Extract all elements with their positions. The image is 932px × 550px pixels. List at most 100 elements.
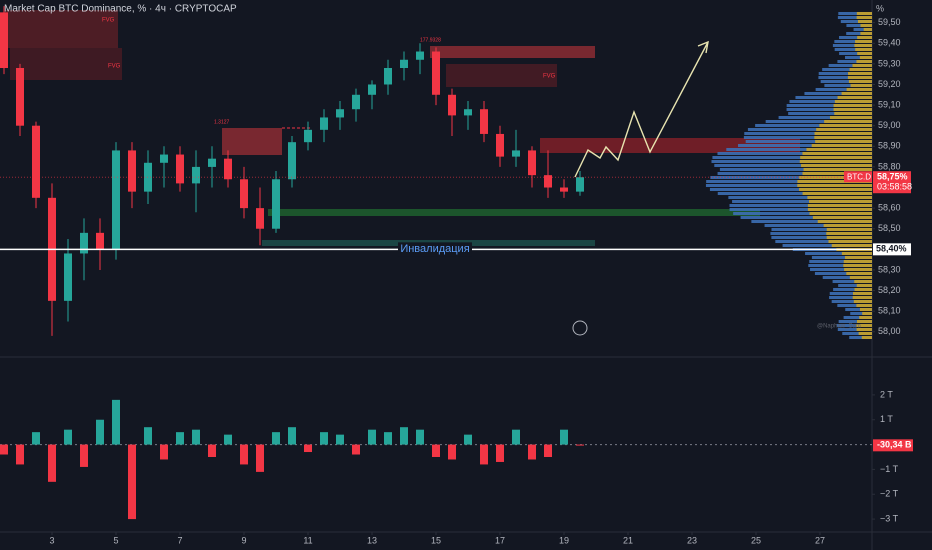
candle-body bbox=[432, 51, 440, 95]
profile-bar bbox=[789, 100, 872, 103]
profile-bar-inner bbox=[816, 128, 872, 131]
profile-bar-inner bbox=[856, 328, 872, 331]
profile-bar bbox=[838, 284, 872, 287]
profile-bar bbox=[706, 180, 872, 183]
profile-bar-inner bbox=[863, 28, 872, 31]
profile-bar bbox=[840, 20, 872, 23]
bar bbox=[240, 444, 248, 465]
profile-bar bbox=[740, 216, 872, 219]
axis-unit: % bbox=[876, 3, 884, 13]
y-tick-label: 59,50 bbox=[878, 17, 901, 27]
profile-bar-inner bbox=[828, 240, 872, 243]
projection-path bbox=[574, 41, 709, 178]
profile-bar-inner bbox=[833, 104, 872, 107]
zone bbox=[222, 128, 282, 155]
profile-bar bbox=[804, 92, 872, 95]
profile-bar-inner bbox=[860, 32, 872, 35]
profile-bar bbox=[717, 192, 872, 195]
candle-body bbox=[160, 154, 168, 163]
candle-body bbox=[528, 150, 536, 176]
profile-bar bbox=[820, 80, 872, 83]
profile-bar-inner bbox=[844, 256, 872, 259]
profile-bar bbox=[712, 156, 872, 159]
annotation: FVG bbox=[102, 18, 115, 24]
bar bbox=[400, 427, 408, 445]
profile-bar bbox=[834, 40, 872, 43]
profile-bar-inner bbox=[802, 192, 872, 195]
profile-bar-inner bbox=[797, 180, 872, 183]
profile-bar-inner bbox=[859, 316, 872, 319]
profile-bar-inner bbox=[852, 64, 872, 67]
replay-icon[interactable] bbox=[572, 320, 588, 336]
candle-body bbox=[448, 94, 456, 116]
profile-bar-inner bbox=[809, 200, 872, 203]
candle-body bbox=[112, 150, 120, 250]
profile-bar-inner bbox=[806, 148, 872, 151]
profile-bar-inner bbox=[857, 52, 872, 55]
profile-bar bbox=[771, 228, 872, 231]
last-value-label: -30,34 B bbox=[877, 440, 912, 450]
projection-arrow bbox=[697, 40, 709, 54]
profile-bar bbox=[832, 44, 872, 47]
bar bbox=[384, 432, 392, 445]
profile-bar-inner bbox=[834, 100, 872, 103]
candle-body bbox=[384, 68, 392, 85]
bar bbox=[320, 432, 328, 445]
profile-bar-inner bbox=[841, 252, 872, 255]
profile-bar bbox=[822, 276, 872, 279]
profile-bar-inner bbox=[859, 308, 872, 311]
profile-bar-inner bbox=[809, 212, 872, 215]
candle-body bbox=[16, 68, 24, 126]
bar bbox=[16, 444, 24, 465]
profile-bar bbox=[717, 152, 872, 155]
profile-bar-inner bbox=[853, 300, 872, 303]
profile-bar-inner bbox=[847, 76, 872, 79]
profile-bar bbox=[834, 48, 872, 51]
bar bbox=[528, 444, 536, 460]
candle-body bbox=[480, 109, 488, 134]
y-tick-label: 58,50 bbox=[878, 223, 901, 233]
y-tick-label: 1 T bbox=[880, 414, 893, 424]
candle-body bbox=[288, 142, 296, 180]
profile-bar-inner bbox=[803, 168, 872, 171]
y-tick-label: 59,30 bbox=[878, 58, 901, 68]
profile-bar bbox=[818, 72, 872, 75]
profile-bar-inner bbox=[807, 204, 872, 207]
x-tick-label: 9 bbox=[241, 535, 246, 545]
profile-bar-inner bbox=[800, 156, 872, 159]
profile-bar bbox=[728, 196, 872, 199]
candle-body bbox=[320, 117, 328, 130]
profile-bar-inner bbox=[856, 60, 872, 63]
chart-title: Market Cap BTC Dominance, % · 4ч · CRYPT… bbox=[4, 4, 237, 15]
bar bbox=[144, 427, 152, 445]
profile-bar bbox=[836, 324, 872, 327]
candle-body bbox=[496, 133, 504, 157]
profile-bar bbox=[771, 236, 872, 239]
y-tick-label: 59,20 bbox=[878, 79, 901, 89]
profile-bar bbox=[839, 36, 872, 39]
profile-bar-inner bbox=[817, 220, 872, 223]
profile-bar bbox=[815, 88, 872, 91]
profile-bar bbox=[764, 224, 872, 227]
y-tick-label: 58,20 bbox=[878, 285, 901, 295]
profile-bar-inner bbox=[861, 336, 872, 339]
profile-bar bbox=[744, 132, 872, 135]
candle-body bbox=[192, 166, 200, 184]
profile-bar bbox=[818, 76, 872, 79]
profile-bar-inner bbox=[857, 36, 872, 39]
hline-label-bg bbox=[873, 243, 911, 256]
bar bbox=[560, 429, 568, 445]
bar bbox=[512, 429, 520, 445]
profile-bar-inner bbox=[815, 140, 872, 143]
profile-bar-inner bbox=[850, 84, 872, 87]
x-tick-label: 21 bbox=[623, 535, 633, 545]
profile-bar-inner bbox=[854, 44, 872, 47]
profile-bar-inner bbox=[823, 224, 872, 227]
bar bbox=[176, 432, 184, 445]
profile-bar bbox=[745, 140, 872, 143]
candle-body bbox=[512, 150, 520, 157]
bar bbox=[112, 399, 120, 445]
profile-bar-inner bbox=[826, 228, 872, 231]
bar bbox=[128, 444, 136, 520]
profile-bar bbox=[729, 204, 872, 207]
